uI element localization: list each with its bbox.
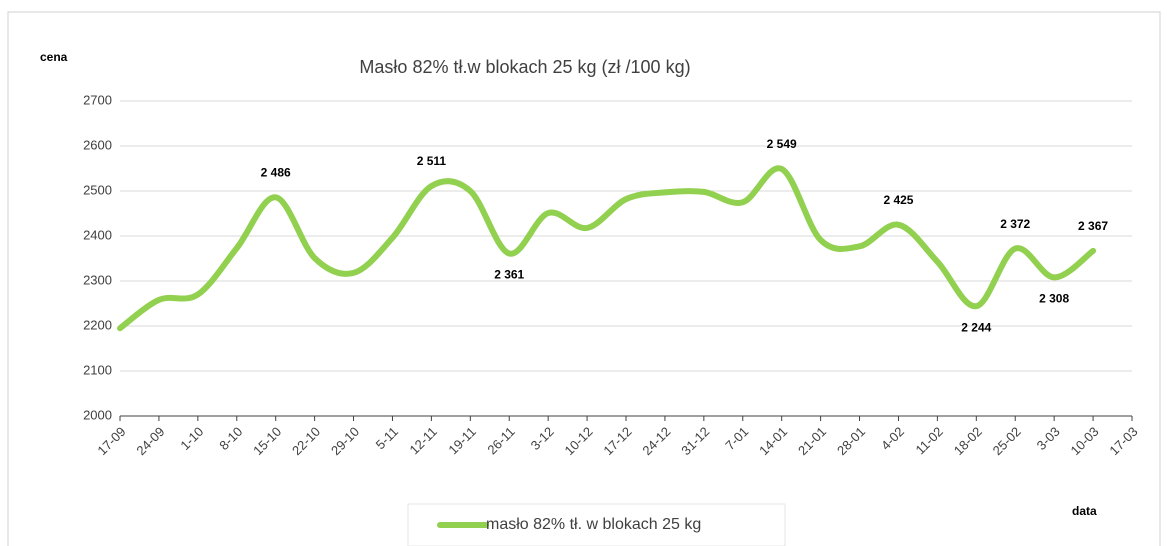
x-tick-label: 14-01 <box>756 424 790 458</box>
data-label: 2 511 <box>417 154 447 168</box>
x-tick-label: 17-12 <box>600 424 634 458</box>
x-tick-label: 5-11 <box>373 424 401 452</box>
data-label: 2 244 <box>961 320 991 334</box>
x-tick-label: 31-12 <box>678 424 712 458</box>
x-axis-label: data <box>1072 504 1097 518</box>
x-tick-label: 15-10 <box>250 424 284 458</box>
y-tick-label: 2700 <box>83 92 112 107</box>
data-label: 2 372 <box>1000 217 1030 231</box>
data-label: 2 549 <box>767 137 797 151</box>
y-tick-label: 2000 <box>83 407 112 422</box>
x-tick-label: 22-10 <box>289 424 323 458</box>
legend-label: masło 82% tł. w blokach 25 kg <box>486 516 701 533</box>
data-label: 2 367 <box>1078 219 1108 233</box>
data-label: 2 308 <box>1039 292 1069 306</box>
x-tick-label: 29-10 <box>328 424 362 458</box>
x-tick-label: 3-12 <box>528 424 557 453</box>
x-tick-label: 11-02 <box>912 424 945 457</box>
x-tick-label: 26-11 <box>484 424 517 457</box>
x-tick-label: 12-11 <box>406 424 439 457</box>
data-label: 2 425 <box>883 193 913 207</box>
y-tick-label: 2200 <box>83 317 112 332</box>
y-tick-label: 2600 <box>83 137 112 152</box>
x-tick-label: 21-01 <box>795 424 829 458</box>
chart-frame <box>7 11 1161 546</box>
y-tick-label: 2100 <box>83 362 112 377</box>
x-tick-label: 7-01 <box>722 424 751 453</box>
x-tick-label: 17-03 <box>1106 424 1140 458</box>
y-tick-label: 2300 <box>83 272 112 287</box>
y-tick-label: 2400 <box>83 227 112 242</box>
x-tick-label: 10-12 <box>562 424 596 458</box>
x-tick-label: 25-02 <box>990 424 1024 458</box>
x-tick-label: 24-09 <box>133 424 167 458</box>
x-tick-label: 17-09 <box>94 424 128 458</box>
data-line <box>117 165 1097 332</box>
data-label: 2 361 <box>494 268 524 282</box>
x-tick-label: 4-02 <box>878 424 907 453</box>
y-axis-label: cena <box>40 50 68 64</box>
x-tick-label: 8-10 <box>216 424 245 453</box>
x-tick-label: 10-03 <box>1068 424 1102 458</box>
x-tick-label: 28-01 <box>834 424 868 458</box>
x-tick-label: 19-11 <box>445 424 478 457</box>
chart-title: Masło 82% tł.w blokach 25 kg (zł /100 kg… <box>359 57 690 77</box>
x-tick-label: 18-02 <box>951 424 985 458</box>
x-tick-label: 3-03 <box>1034 424 1063 453</box>
data-label: 2 486 <box>261 165 291 179</box>
x-tick-label: 1-10 <box>177 424 206 453</box>
x-tick-label: 24-12 <box>639 424 673 458</box>
y-tick-label: 2500 <box>83 182 112 197</box>
